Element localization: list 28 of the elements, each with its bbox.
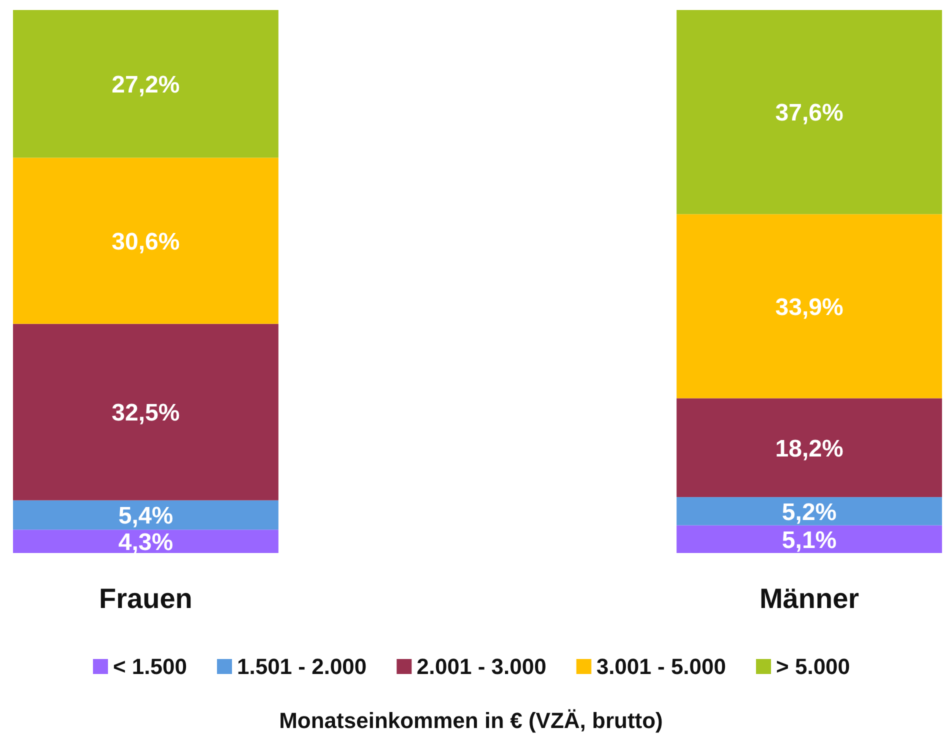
data-label: 5,4% — [118, 502, 174, 530]
data-label: 32,5% — [112, 400, 180, 427]
bar — [13, 500, 278, 530]
legend-label: 3.001 - 5.000 — [596, 654, 726, 679]
bar — [676, 525, 942, 553]
bar — [676, 398, 942, 498]
data-label: 5,1% — [782, 526, 837, 554]
data-label: 18,2% — [775, 435, 844, 462]
legend-label: 1.501 - 2.000 — [236, 654, 367, 679]
x-axis-title: Monatseinkommen in € (VZÄ, brutto) — [279, 708, 663, 733]
bar — [13, 10, 278, 158]
bar — [676, 214, 942, 398]
data-label: 5,2% — [782, 498, 837, 526]
bar — [676, 10, 942, 214]
data-label: 30,6% — [112, 228, 180, 256]
bar — [13, 324, 278, 500]
bar — [13, 158, 278, 324]
bar — [13, 530, 278, 553]
x-tick-label: Frauen — [99, 583, 192, 614]
data-label: 27,2% — [112, 71, 180, 98]
x-tick-label: Männer — [759, 583, 860, 614]
legend-label: 2.001 - 3.000 — [416, 654, 546, 679]
data-label: 4,3% — [118, 528, 174, 556]
legend-label: > 5.000 — [776, 654, 850, 679]
data-label: 33,9% — [775, 294, 844, 321]
legend-label: < 1.500 — [112, 654, 187, 679]
bar — [676, 497, 942, 526]
data-label: 37,6% — [775, 100, 844, 127]
